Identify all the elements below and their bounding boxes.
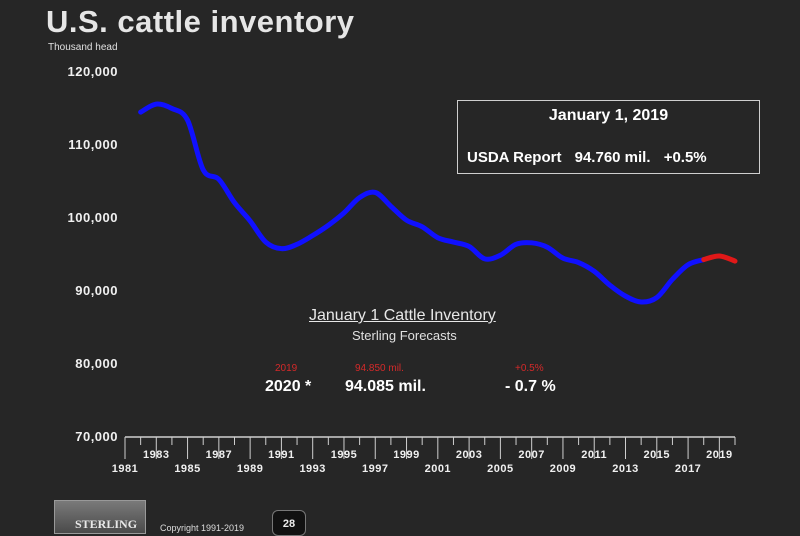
x-tick-label: 1995 <box>331 449 357 461</box>
report-date: January 1, 2019 <box>548 107 669 124</box>
y-tick-label: 70,000 <box>75 429 118 444</box>
x-tick-label: 2009 <box>550 463 576 475</box>
chart-title: U.S. cattle inventory <box>46 4 355 39</box>
x-tick-label: 1987 <box>206 449 232 461</box>
y-axis-unit-label: Thousand head <box>48 42 118 53</box>
x-tick-label: 2001 <box>425 463 451 475</box>
usda-report-box: January 1, 2019 USDA Report 94.760 mil. … <box>457 100 760 174</box>
y-tick-label: 110,000 <box>68 137 118 152</box>
y-tick-label: 100,000 <box>68 210 119 225</box>
x-tick-label: 2017 <box>675 463 701 475</box>
report-value: 94.760 mil. <box>574 149 651 166</box>
forecast-prior-value: 94.850 mil. <box>355 363 404 374</box>
forecast-value: 94.085 mil. <box>345 378 426 395</box>
x-tick-label: 1993 <box>299 463 325 475</box>
report-label: USDA Report <box>467 149 562 166</box>
x-tick-label: 2013 <box>612 463 638 475</box>
sterling-logo: STERLING <box>54 500 146 534</box>
y-tick-label: 80,000 <box>75 356 118 371</box>
x-tick-label: 1989 <box>237 463 263 475</box>
y-tick-label: 120,000 <box>68 64 119 79</box>
x-tick-label: 2011 <box>581 449 607 461</box>
anniversary-badge: 28 <box>272 510 306 536</box>
logo-text: STERLING <box>75 517 138 531</box>
forecast-prior-year: 2019 <box>275 363 298 374</box>
forecast-subtitle: Sterling Forecasts <box>352 328 457 343</box>
x-tick-label: 1985 <box>174 463 200 475</box>
forecast-change: - 0.7 % <box>505 378 556 395</box>
x-tick-label: 2003 <box>456 449 482 461</box>
historical-series-line <box>138 101 707 305</box>
x-tick-label: 1991 <box>268 449 294 461</box>
copyright-text: Copyright 1991-2019 <box>160 523 245 533</box>
x-tick-label: 1999 <box>393 449 419 461</box>
forecast-title: January 1 Cattle Inventory <box>309 307 496 324</box>
badge-number: 28 <box>282 518 296 530</box>
report-line: USDA Report 94.760 mil. +0.5% <box>467 149 716 166</box>
forecast-series-line <box>701 253 738 264</box>
x-tick-label: 2015 <box>644 449 670 461</box>
x-tick-label: 1981 <box>112 463 138 475</box>
forecast-prior-change: +0.5% <box>515 363 544 374</box>
x-tick-label: 1983 <box>143 449 169 461</box>
y-tick-label: 90,000 <box>75 283 118 298</box>
x-tick-label: 2019 <box>706 449 732 461</box>
x-tick-label: 2007 <box>518 449 544 461</box>
x-tick-label: 1997 <box>362 463 388 475</box>
report-change: +0.5% <box>663 149 707 166</box>
forecast-year: 2020 * <box>265 378 312 395</box>
x-tick-label: 2005 <box>487 463 513 475</box>
